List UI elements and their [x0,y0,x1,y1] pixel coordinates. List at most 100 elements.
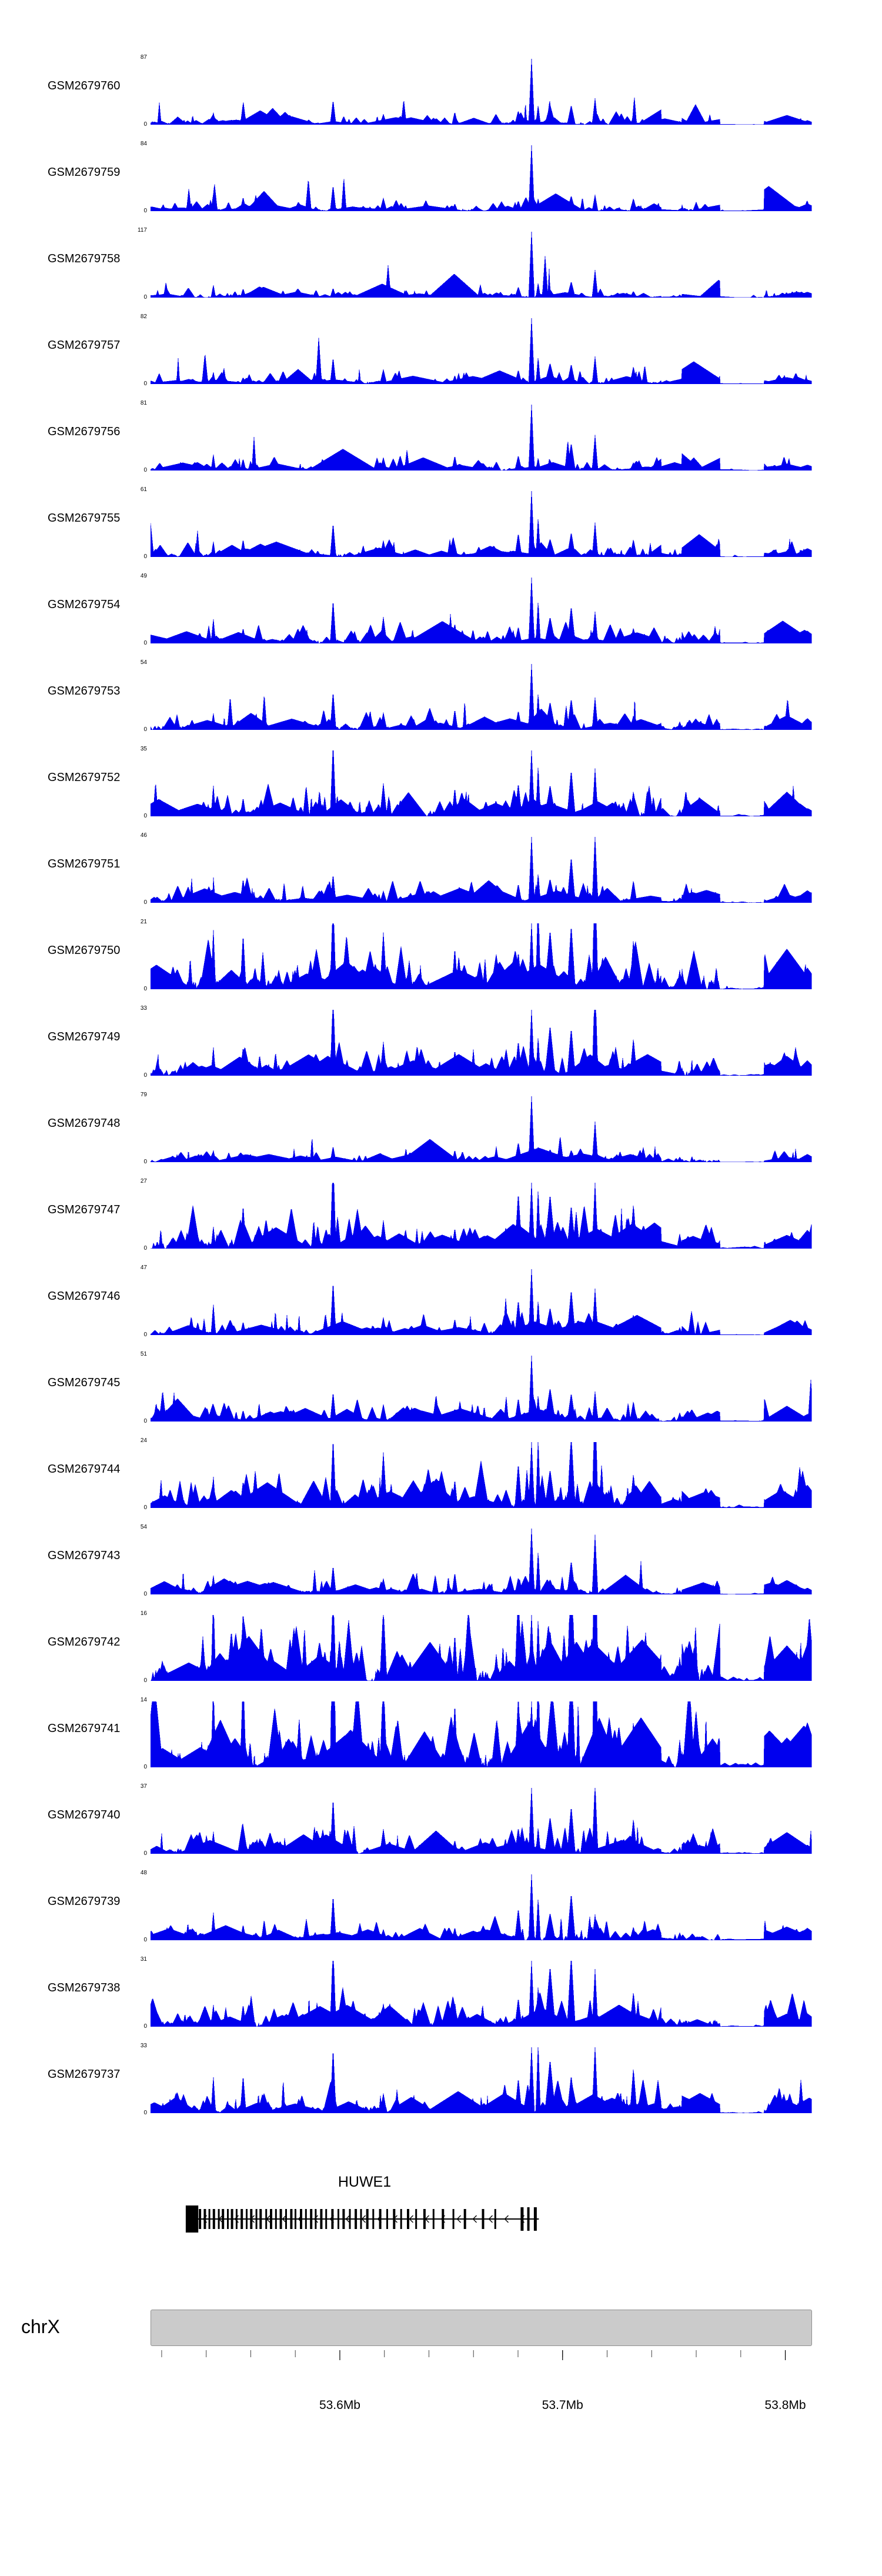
coverage-area-path [151,578,812,643]
coverage-track-row: GSM2679746 47 0 [0,1249,882,1338]
coverage-signal-area [151,1961,812,2027]
track-ymin-value: 0 [143,1245,147,1252]
strand-arrow-left-icon [456,2215,461,2223]
exon-box [482,2209,485,2229]
coverage-signal-svg [151,837,812,903]
track-ymin-value: 0 [143,381,147,387]
track-sample-label: GSM2679760 [48,79,121,92]
coverage-area-path [151,1269,812,1335]
track-ymax-value: 49 [140,573,147,579]
track-ymin-value: 0 [143,1504,147,1511]
coverage-signal-area [151,59,812,125]
coverage-signal-svg [151,232,812,298]
track-ymax-value: 46 [140,832,147,839]
track-ymin-value: 0 [143,2023,147,2030]
exon-box [285,2209,287,2229]
exon-box [222,2209,225,2229]
exon-box [320,2209,323,2229]
track-ymax-value: 87 [140,54,147,61]
track-sample-label: GSM2679757 [48,339,121,352]
track-sample-label: GSM2679738 [48,1981,121,1994]
coverage-area-path [151,1701,812,1767]
exon-box [227,2209,229,2229]
coverage-signal-area [151,1615,812,1681]
track-ymin-value: 0 [143,1332,147,1338]
track-ymin-value: 0 [143,640,147,646]
exon-box [300,2209,302,2229]
track-ymin-value: 0 [143,1418,147,1424]
coverage-signal-svg [151,923,812,989]
track-ymin-value: 0 [143,1677,147,1684]
exon-box [355,2209,358,2229]
coverage-area-path [151,837,812,903]
coverage-signal-area [151,578,812,643]
track-ymin-value: 0 [143,1591,147,1597]
exon-box [279,2209,282,2229]
coverage-signal-area [151,1442,812,1508]
exon-box [452,2209,455,2229]
exon-box [527,2207,530,2231]
track-ymin-value: 0 [143,1850,147,1857]
coverage-signal-area [151,1529,812,1594]
coverage-area-path [151,318,812,384]
exon-box [199,2209,202,2229]
coverage-signal-svg [151,1096,812,1162]
coverage-tracks-panel: GSM2679760 87 0 GSM2679759 84 0 GSM2679758 117 0… [0,38,882,2116]
strand-arrow-left-icon [409,2215,413,2223]
track-ymin-value: 0 [143,1937,147,1943]
exon-box [423,2209,426,2229]
coverage-area-path [151,1529,812,1594]
exon-box [212,2209,215,2229]
coverage-signal-svg [151,1874,812,1940]
chromosome-label: chrX [21,2316,60,2337]
exon-box [349,2209,351,2229]
coverage-signal-svg [151,1701,812,1767]
exon-box [185,2205,198,2233]
exon-box [400,2209,402,2229]
track-sample-label: GSM2679739 [48,1895,121,1908]
strand-arrow-left-icon [488,2215,493,2223]
coverage-track-row: GSM2679747 27 0 [0,1162,882,1252]
coverage-signal-area [151,318,812,384]
track-ymax-value: 51 [140,1351,147,1357]
coverage-area-path [151,750,812,816]
coverage-signal-svg [151,1442,812,1508]
track-sample-label: GSM2679745 [48,1376,121,1389]
exon-box [290,2209,293,2229]
track-sample-label: GSM2679748 [48,1117,121,1130]
exon-box [342,2209,345,2229]
coverage-signal-svg [151,1615,812,1681]
exon-box [270,2209,272,2229]
coverage-track-row: GSM2679741 14 0 [0,1681,882,1770]
exon-box [533,2207,537,2231]
track-sample-label: GSM2679746 [48,1290,121,1303]
exon-box [310,2209,313,2229]
coverage-signal-svg [151,1010,812,1076]
gene-name-label: HUWE1 [338,2174,392,2190]
strand-arrow-left-icon [345,2215,350,2223]
track-ymin-value: 0 [143,553,147,560]
coverage-area-path [151,1183,812,1249]
coverage-track-row: GSM2679756 81 0 [0,384,882,473]
coverage-signal-svg [151,664,812,730]
coverage-track-row: GSM2679743 54 0 [0,1508,882,1597]
coverage-track-row: GSM2679749 33 0 [0,989,882,1079]
coverage-signal-area [151,2047,812,2113]
coverage-area-path [151,1961,812,2027]
exon-box [463,2209,466,2229]
track-sample-label: GSM2679737 [48,2068,121,2081]
coverage-track-row: GSM2679759 84 0 [0,125,882,214]
track-sample-label: GSM2679755 [48,512,121,525]
track-sample-label: GSM2679741 [48,1722,121,1735]
coverage-signal-area [151,491,812,557]
coverage-area-path [151,923,812,989]
exon-box [255,2209,258,2229]
exon-box [520,2207,524,2231]
track-ymax-value: 24 [140,1437,147,1444]
track-ymin-value: 0 [143,726,147,733]
exon-box [246,2209,248,2229]
track-sample-label: GSM2679759 [48,166,121,179]
coverage-track-row: GSM2679744 24 0 [0,1422,882,1511]
coverage-signal-svg [151,491,812,557]
coverage-signal-svg [151,59,812,125]
